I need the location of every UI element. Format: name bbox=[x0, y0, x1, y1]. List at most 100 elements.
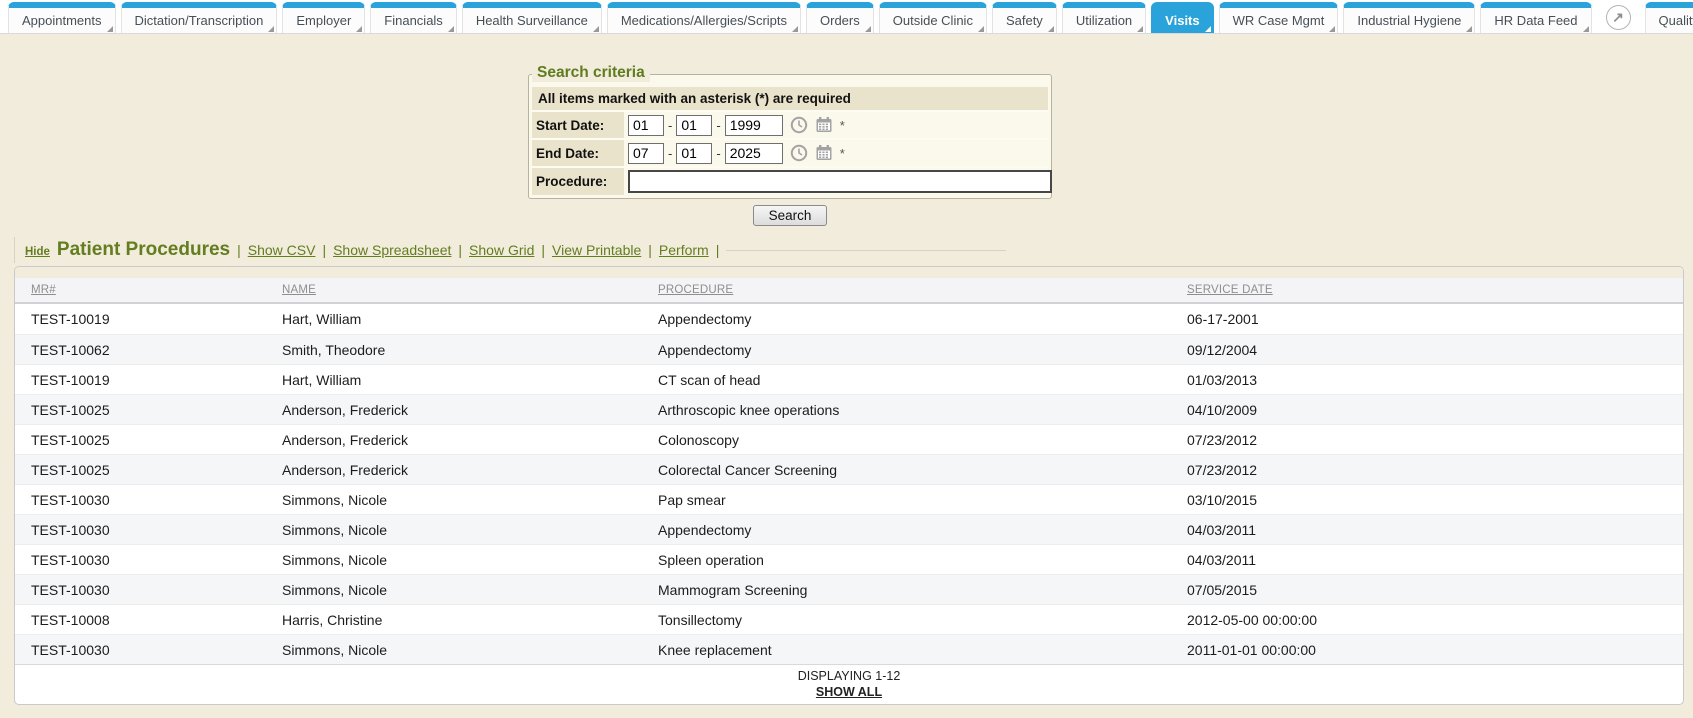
tab-label: Safety bbox=[1005, 13, 1043, 28]
table-row[interactable]: TEST-10025 Anderson, Frederick Colorecta… bbox=[15, 454, 1683, 484]
tab-appointments[interactable]: Appointments bbox=[8, 2, 116, 33]
end-date-calendar-icon[interactable] bbox=[815, 144, 833, 162]
separator: | bbox=[322, 242, 327, 258]
cell-mr: TEST-10030 bbox=[31, 521, 110, 538]
cell-procedure: Knee replacement bbox=[658, 641, 772, 658]
show-all-link[interactable]: SHOW ALL bbox=[815, 685, 883, 699]
tab-label: Medications/Allergies/Scripts bbox=[620, 13, 788, 28]
search-criteria-legend: Search criteria bbox=[532, 64, 650, 82]
start-date-clock-icon[interactable] bbox=[790, 116, 808, 134]
tab-label: HR Data Feed bbox=[1494, 13, 1578, 28]
tab-corner-icon bbox=[447, 26, 454, 32]
tab-dictation-transcription[interactable]: Dictation/Transcription bbox=[120, 2, 278, 33]
table-row[interactable]: TEST-10019 Hart, William CT scan of head… bbox=[15, 364, 1683, 394]
end-date-day-input[interactable] bbox=[676, 142, 713, 164]
grid-footer: DISPLAYING 1-12 SHOW ALL bbox=[15, 664, 1683, 704]
column-header-service-date[interactable]: SERVICE DATE bbox=[1187, 284, 1273, 296]
end-date-year-input[interactable] bbox=[724, 142, 783, 164]
cell-procedure: Arthroscopic knee operations bbox=[658, 401, 840, 418]
tab-corner-icon bbox=[1329, 26, 1336, 32]
cell-service-date: 04/03/2011 bbox=[1187, 551, 1257, 568]
tab-wr-case-mgmt[interactable]: WR Case Mgmt bbox=[1218, 2, 1339, 33]
tab-label: Visits bbox=[1165, 13, 1200, 28]
tab-corner-icon bbox=[268, 26, 275, 32]
show-spreadsheet-link[interactable]: Show Spreadsheet bbox=[333, 242, 452, 258]
view-printable-link[interactable]: View Printable bbox=[552, 242, 642, 258]
tab-label: Employer bbox=[296, 13, 352, 28]
tab-corner-icon bbox=[1582, 26, 1589, 32]
cell-service-date: 04/03/2011 bbox=[1187, 521, 1257, 538]
table-row[interactable]: TEST-10030 Simmons, Nicole Spleen operat… bbox=[15, 544, 1683, 574]
required-asterisk: * bbox=[839, 117, 845, 133]
tab-health-surveillance[interactable]: Health Surveillance bbox=[461, 2, 602, 33]
cell-name: Simmons, Nicole bbox=[282, 641, 388, 658]
cell-procedure: Colorectal Cancer Screening bbox=[658, 461, 837, 478]
tab-financials[interactable]: Financials bbox=[370, 2, 457, 33]
cell-procedure: Appendectomy bbox=[658, 341, 752, 358]
end-date-clock-icon[interactable] bbox=[790, 144, 808, 162]
tab-employer[interactable]: Employer bbox=[282, 2, 366, 33]
column-header-name[interactable]: NAME bbox=[282, 284, 317, 296]
show-csv-link[interactable]: Show CSV bbox=[247, 242, 316, 258]
separator: | bbox=[648, 242, 652, 258]
table-row[interactable]: TEST-10030 Simmons, Nicole Mammogram Scr… bbox=[15, 574, 1683, 604]
cell-mr: TEST-10008 bbox=[31, 611, 110, 628]
procedure-label: Procedure: bbox=[532, 168, 624, 195]
search-button[interactable]: Search bbox=[752, 205, 828, 226]
tab-outside-clinic[interactable]: Outside Clinic bbox=[878, 2, 987, 33]
section-header: Hide Patient Procedures | Show CSV | Sho… bbox=[14, 237, 1684, 263]
table-row[interactable]: TEST-10030 Simmons, Nicole Knee replacem… bbox=[15, 634, 1683, 664]
cell-name: Harris, Christine bbox=[282, 611, 383, 628]
tab-quality-of[interactable]: Quality of bbox=[1644, 2, 1693, 33]
tab-utilization[interactable]: Utilization bbox=[1061, 2, 1147, 33]
separator: | bbox=[541, 242, 546, 258]
displaying-label: DISPLAYING 1-12 bbox=[797, 669, 901, 683]
cell-service-date: 07/23/2012 bbox=[1187, 431, 1258, 448]
start-date-row: Start Date: - - * bbox=[532, 110, 1048, 138]
tab-hr-data-feed[interactable]: HR Data Feed bbox=[1480, 2, 1592, 33]
cell-mr: TEST-10030 bbox=[31, 581, 110, 598]
cell-name: Anderson, Frederick bbox=[282, 461, 409, 478]
table-row[interactable]: TEST-10062 Smith, Theodore Appendectomy … bbox=[15, 334, 1683, 364]
show-grid-link[interactable]: Show Grid bbox=[469, 242, 535, 258]
start-date-label: Start Date: bbox=[532, 112, 624, 138]
cell-name: Simmons, Nicole bbox=[282, 551, 388, 568]
start-date-day-input[interactable] bbox=[676, 114, 713, 136]
table-row[interactable]: TEST-10030 Simmons, Nicole Pap smear 03/… bbox=[15, 484, 1683, 514]
table-row[interactable]: TEST-10019 Hart, William Appendectomy 06… bbox=[15, 304, 1683, 334]
tab-label: WR Case Mgmt bbox=[1232, 13, 1325, 28]
cell-name: Anderson, Frederick bbox=[282, 401, 409, 418]
hide-link[interactable]: Hide bbox=[25, 246, 50, 258]
cell-procedure: Appendectomy bbox=[658, 311, 752, 327]
procedure-input[interactable] bbox=[628, 170, 1052, 193]
tab-orders[interactable]: Orders bbox=[806, 2, 874, 33]
start-date-calendar-icon[interactable] bbox=[815, 116, 833, 134]
tab-industrial-hygiene[interactable]: Industrial Hygiene bbox=[1343, 2, 1476, 33]
end-date-label: End Date: bbox=[532, 140, 624, 166]
tab-corner-icon bbox=[1204, 26, 1211, 32]
start-date-year-input[interactable] bbox=[724, 114, 783, 136]
tab-visits[interactable]: Visits bbox=[1151, 2, 1214, 33]
column-header-procedure[interactable]: PROCEDURE bbox=[658, 284, 734, 296]
end-date-row: End Date: - - * bbox=[532, 138, 1048, 166]
tab-label: Financials bbox=[384, 13, 443, 28]
cell-name: Anderson, Frederick bbox=[282, 431, 409, 448]
cell-mr: TEST-10030 bbox=[31, 491, 110, 508]
table-row[interactable]: TEST-10030 Simmons, Nicole Appendectomy … bbox=[15, 514, 1683, 544]
tab-medications-allergies-scripts[interactable]: Medications/Allergies/Scripts bbox=[606, 2, 802, 33]
tab-label: Industrial Hygiene bbox=[1357, 13, 1462, 28]
column-header-mr[interactable]: MR# bbox=[31, 284, 56, 296]
perform-link[interactable]: Perform bbox=[658, 242, 709, 258]
table-row[interactable]: TEST-10025 Anderson, Frederick Arthrosco… bbox=[15, 394, 1683, 424]
date-separator: - bbox=[716, 145, 721, 161]
table-row[interactable]: TEST-10008 Harris, Christine Tonsillecto… bbox=[15, 604, 1683, 634]
end-date-month-input[interactable] bbox=[628, 142, 664, 164]
tab-safety[interactable]: Safety bbox=[991, 2, 1057, 33]
separator: | bbox=[237, 242, 241, 258]
start-date-month-input[interactable] bbox=[628, 114, 664, 136]
cell-name: Simmons, Nicole bbox=[282, 581, 388, 598]
table-row[interactable]: TEST-10025 Anderson, Frederick Colonosco… bbox=[15, 424, 1683, 454]
cell-procedure: Tonsillectomy bbox=[658, 611, 743, 628]
procedure-field-cell bbox=[624, 168, 1056, 195]
popout-arrow-icon[interactable]: ↗ bbox=[1605, 5, 1631, 30]
